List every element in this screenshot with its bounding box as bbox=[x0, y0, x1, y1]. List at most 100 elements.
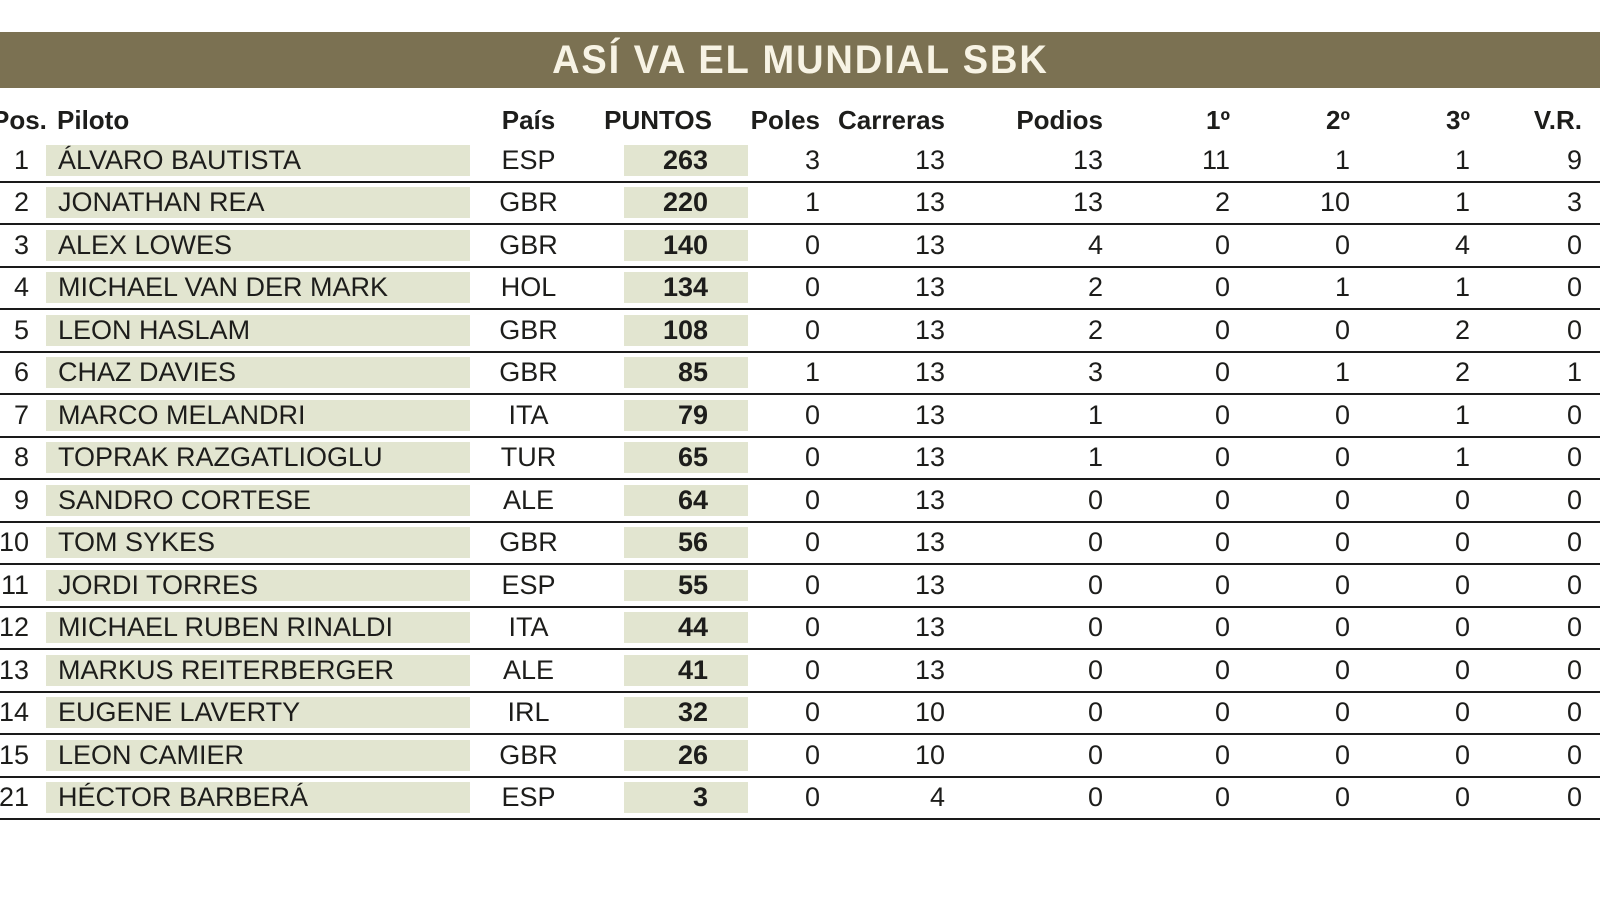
cell-pais: ALE bbox=[502, 654, 555, 685]
rider-name-box: JORDI TORRES bbox=[46, 569, 470, 601]
col-header-carreras: Carreras bbox=[838, 104, 945, 135]
cell-3rd: 1 bbox=[1454, 144, 1470, 175]
cell-vr: 0 bbox=[1566, 527, 1582, 558]
cell-3rd: 2 bbox=[1454, 357, 1470, 388]
cell-carreras: 13 bbox=[914, 484, 945, 515]
table-row: 2 JONATHAN REA GBR 220 1 13 13 2 10 1 3 bbox=[0, 183, 1600, 225]
col-header-piloto: Piloto bbox=[57, 104, 130, 135]
points-box: 55 bbox=[624, 569, 748, 601]
table-row: 8 TOPRAK RAZGATLIOGLU TUR 65 0 13 1 0 0 … bbox=[0, 438, 1600, 480]
cell-3rd: 4 bbox=[1454, 229, 1470, 260]
cell-podios: 4 bbox=[1087, 229, 1103, 260]
cell-carreras: 13 bbox=[914, 229, 945, 260]
rider-name-box: JONATHAN REA bbox=[46, 187, 470, 219]
points-box: 56 bbox=[624, 527, 748, 559]
cell-3rd: 0 bbox=[1454, 654, 1470, 685]
cell-2nd: 10 bbox=[1319, 187, 1350, 218]
cell-podios: 1 bbox=[1087, 442, 1103, 473]
cell-vr: 0 bbox=[1566, 654, 1582, 685]
rider-name-box: TOPRAK RAZGATLIOGLU bbox=[46, 442, 470, 474]
table-body: 1 ÁLVARO BAUTISTA ESP 263 3 13 13 11 1 1… bbox=[0, 140, 1600, 820]
cell-poles: 0 bbox=[804, 484, 820, 515]
cell-pais: ESP bbox=[501, 569, 556, 600]
col-header-puntos: PUNTOS bbox=[604, 104, 712, 135]
cell-pais: TUR bbox=[500, 442, 557, 473]
table-row: 4 MICHAEL VAN DER MARK HOL 134 0 13 2 0 … bbox=[0, 268, 1600, 310]
cell-puntos: 56 bbox=[585, 523, 752, 564]
cell-piloto: MARKUS REITERBERGER bbox=[34, 650, 472, 691]
cell-puntos: 41 bbox=[585, 650, 752, 691]
cell-poles: 0 bbox=[804, 229, 820, 260]
cell-vr: 0 bbox=[1566, 569, 1582, 600]
points-box: 134 bbox=[624, 272, 748, 304]
cell-1st: 0 bbox=[1214, 442, 1230, 473]
cell-puntos: 64 bbox=[585, 480, 752, 521]
cell-pos: 8 bbox=[13, 442, 29, 473]
rider-name-box: ALEX LOWES bbox=[46, 229, 470, 261]
points-box: 44 bbox=[624, 612, 748, 644]
points-box: 64 bbox=[624, 484, 748, 516]
cell-3rd: 0 bbox=[1454, 569, 1470, 600]
cell-puntos: 140 bbox=[585, 225, 752, 266]
cell-piloto: MICHAEL RUBEN RINALDI bbox=[34, 608, 472, 649]
cell-poles: 1 bbox=[804, 187, 820, 218]
rider-name-box: ÁLVARO BAUTISTA bbox=[46, 144, 470, 176]
rider-name-box: MICHAEL VAN DER MARK bbox=[46, 272, 470, 304]
points-box: 220 bbox=[624, 187, 748, 219]
cell-puntos: 3 bbox=[585, 778, 752, 819]
cell-3rd: 0 bbox=[1454, 782, 1470, 813]
cell-2nd: 0 bbox=[1334, 612, 1350, 643]
rider-name-box: CHAZ DAVIES bbox=[46, 357, 470, 389]
cell-2nd: 1 bbox=[1334, 357, 1350, 388]
cell-1st: 0 bbox=[1214, 569, 1230, 600]
cell-piloto: TOPRAK RAZGATLIOGLU bbox=[34, 438, 472, 479]
cell-piloto: MICHAEL VAN DER MARK bbox=[34, 268, 472, 309]
cell-piloto: SANDRO CORTESE bbox=[34, 480, 472, 521]
cell-podios: 2 bbox=[1087, 272, 1103, 303]
cell-pais: ESP bbox=[501, 144, 556, 175]
cell-vr: 0 bbox=[1566, 229, 1582, 260]
cell-2nd: 0 bbox=[1334, 569, 1350, 600]
cell-2nd: 0 bbox=[1334, 697, 1350, 728]
cell-pos: 12 bbox=[0, 612, 29, 643]
cell-2nd: 0 bbox=[1334, 739, 1350, 770]
cell-podios: 0 bbox=[1087, 739, 1103, 770]
cell-pos: 13 bbox=[0, 654, 29, 685]
cell-1st: 0 bbox=[1214, 782, 1230, 813]
table-row: 21 HÉCTOR BARBERÁ ESP 3 0 4 0 0 0 0 0 bbox=[0, 778, 1600, 820]
col-header-3rd: 3º bbox=[1446, 104, 1470, 135]
cell-3rd: 1 bbox=[1454, 442, 1470, 473]
cell-podios: 0 bbox=[1087, 612, 1103, 643]
cell-piloto: MARCO MELANDRI bbox=[34, 395, 472, 436]
cell-vr: 1 bbox=[1566, 357, 1582, 388]
cell-carreras: 10 bbox=[914, 739, 945, 770]
cell-1st: 0 bbox=[1214, 484, 1230, 515]
cell-puntos: 263 bbox=[585, 140, 752, 181]
cell-podios: 3 bbox=[1087, 357, 1103, 388]
rider-name-box: TOM SYKES bbox=[46, 527, 470, 559]
cell-vr: 0 bbox=[1566, 442, 1582, 473]
table-row: 5 LEON HASLAM GBR 108 0 13 2 0 0 2 0 bbox=[0, 310, 1600, 353]
cell-2nd: 0 bbox=[1334, 314, 1350, 345]
cell-3rd: 2 bbox=[1454, 314, 1470, 345]
cell-carreras: 13 bbox=[914, 314, 945, 345]
table-row: 1 ÁLVARO BAUTISTA ESP 263 3 13 13 11 1 1… bbox=[0, 140, 1600, 183]
table-row: 3 ALEX LOWES GBR 140 0 13 4 0 0 4 0 bbox=[0, 225, 1600, 268]
rider-name-box: LEON CAMIER bbox=[46, 739, 470, 771]
header-row: Pos. Piloto País PUNTOS Poles Carreras P… bbox=[0, 100, 1600, 140]
rider-name-box: MARKUS REITERBERGER bbox=[46, 654, 470, 686]
cell-carreras: 13 bbox=[914, 357, 945, 388]
cell-poles: 0 bbox=[804, 314, 820, 345]
cell-3rd: 0 bbox=[1454, 697, 1470, 728]
cell-piloto: TOM SYKES bbox=[34, 523, 472, 564]
cell-1st: 0 bbox=[1214, 357, 1230, 388]
cell-pais: ALE bbox=[502, 484, 555, 515]
cell-pos: 1 bbox=[13, 144, 29, 175]
cell-pais: IRL bbox=[507, 697, 550, 728]
cell-pais: GBR bbox=[499, 739, 558, 770]
cell-puntos: 134 bbox=[585, 268, 752, 309]
points-box: 3 bbox=[624, 782, 748, 814]
cell-piloto: JORDI TORRES bbox=[34, 565, 472, 606]
col-header-poles: Poles bbox=[750, 104, 820, 135]
cell-poles: 3 bbox=[804, 144, 820, 175]
